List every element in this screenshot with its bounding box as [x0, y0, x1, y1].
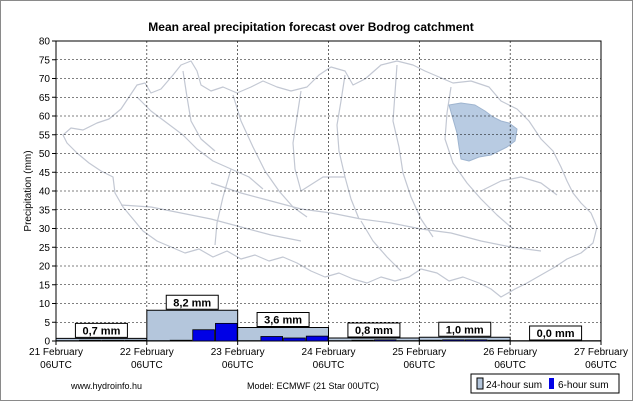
bar-6-hour [101, 339, 125, 342]
chart-title: Mean areal precipitation forecast over B… [148, 20, 473, 34]
bar-6-hour [351, 339, 374, 342]
x-axis-ticks: 21 February 06UTC 22 February 06UTC 23 Febru… [29, 341, 628, 371]
y-axis-label: Precipitation (mm) [23, 150, 34, 231]
legend-label-6-hour: 6-hour sum [558, 380, 609, 391]
daily-sum-label-box [165, 294, 219, 310]
y-axis-ticks: 0 5 10 15 20 25 30 35 40 45 50 55 60 65 70 75 80 [39, 37, 56, 348]
bars-6-hour-sum [56, 322, 601, 342]
x-tick-time: 06UTC [494, 360, 526, 371]
bar-6-hour [124, 339, 147, 342]
bar-6-hour [487, 339, 511, 342]
y-tick-label: 70 [39, 74, 51, 85]
grid-lines [56, 41, 601, 341]
daily-sum-label: 8,2 mm [173, 297, 211, 309]
x-tick-time: 06UTC [313, 360, 345, 371]
legend-swatch-24-hour [476, 377, 484, 390]
x-tick-date: 26 February [483, 347, 537, 358]
legend-label-24-hour: 24-hour sum [486, 380, 542, 391]
y-tick-label: 60 [39, 112, 51, 123]
y-tick-label: 35 [39, 205, 51, 216]
x-tick-time: 06UTC [403, 360, 435, 371]
daily-sum-label-box [256, 312, 310, 327]
bar-6-hour [464, 339, 488, 342]
bar-6-hour [442, 339, 465, 342]
bar-6-hour [305, 335, 329, 342]
legend-box [470, 373, 620, 394]
y-tick-label: 5 [44, 318, 50, 329]
bar-6-hour [419, 339, 442, 342]
daily-sum-label: 0,8 mm [355, 325, 393, 337]
y-tick-label: 45 [39, 168, 51, 179]
y-tick-label: 10 [39, 299, 51, 310]
x-tick-date: 27 February [574, 347, 628, 358]
y-tick-label: 25 [39, 243, 51, 254]
daily-sum-label: 0,7 mm [82, 325, 120, 337]
x-tick-time: 06UTC [40, 360, 72, 371]
x-tick-date: 24 February [302, 347, 356, 358]
bar-6-hour [260, 336, 283, 342]
daily-sum-label-box [74, 322, 128, 338]
daily-sum-label: 3,6 mm [264, 315, 302, 327]
daily-sum-label-box [529, 325, 583, 341]
y-tick-label: 40 [39, 187, 51, 198]
y-tick-label: 55 [39, 130, 51, 141]
x-tick-date: 23 February [211, 347, 265, 358]
daily-sum-label: 0,0 mm [537, 328, 575, 340]
x-tick-time: 06UTC [585, 360, 617, 371]
y-tick-label: 75 [39, 55, 51, 66]
legend-swatch-6-hour [549, 378, 554, 389]
bar-6-hour [374, 339, 397, 342]
y-tick-label: 20 [39, 262, 51, 273]
model-footer: Model: ECMWF (21 Star 00UTC) [247, 381, 379, 391]
daily-sum-label: 1,0 mm [446, 324, 484, 336]
bodrog-catchment [448, 102, 518, 162]
y-tick-label: 50 [39, 149, 51, 160]
bar-24-hour [237, 327, 330, 342]
source-footer: www.hydroinfo.hu [70, 381, 142, 391]
x-tick-date: 22 February [120, 347, 174, 358]
y-tick-label: 30 [39, 224, 51, 235]
y-tick-label: 15 [39, 280, 51, 291]
bar-6-hour [169, 339, 193, 342]
y-tick-label: 80 [39, 37, 51, 48]
catchment-map-background [62, 60, 598, 298]
basin-outline [62, 60, 598, 298]
bar-6-hour [283, 337, 306, 342]
x-tick-time: 06UTC [131, 360, 163, 371]
bar-6-hour [215, 322, 238, 342]
bar-6-hour [192, 329, 215, 342]
x-tick-date: 25 February [392, 347, 446, 358]
y-tick-label: 0 [44, 337, 50, 348]
bar-6-hour [78, 339, 102, 342]
daily-sum-labels: 0,7 mm 8,2 mm 3,6 mm 0,8 mm 1,0 mm 0,0 mm [74, 294, 583, 341]
daily-sum-label-box [347, 322, 401, 338]
y-tick-label: 65 [39, 93, 51, 104]
bar-24-hour [418, 336, 511, 342]
x-tick-date: 21 February [29, 347, 83, 358]
legend: 24-hour sum 6-hour sum [470, 373, 620, 394]
x-tick-time: 06UTC [222, 360, 254, 371]
daily-sum-label-box [438, 321, 492, 337]
